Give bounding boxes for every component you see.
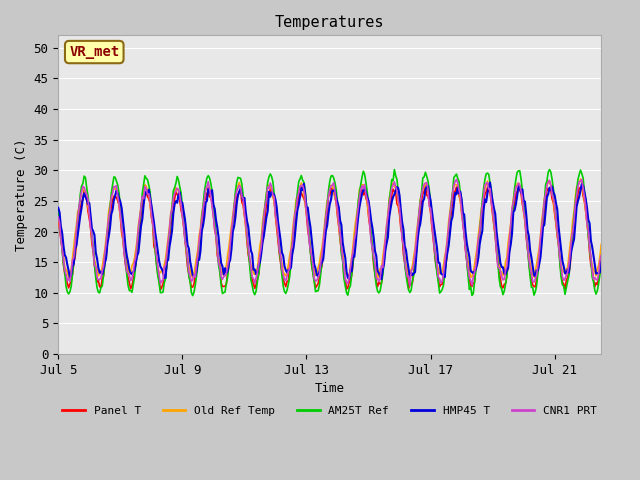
Y-axis label: Temperature (C): Temperature (C) [15, 138, 28, 251]
Title: Temperatures: Temperatures [275, 15, 385, 30]
X-axis label: Time: Time [315, 383, 345, 396]
Legend: Panel T, Old Ref Temp, AM25T Ref, HMP45 T, CNR1 PRT: Panel T, Old Ref Temp, AM25T Ref, HMP45 … [58, 401, 602, 420]
Text: VR_met: VR_met [69, 45, 120, 59]
